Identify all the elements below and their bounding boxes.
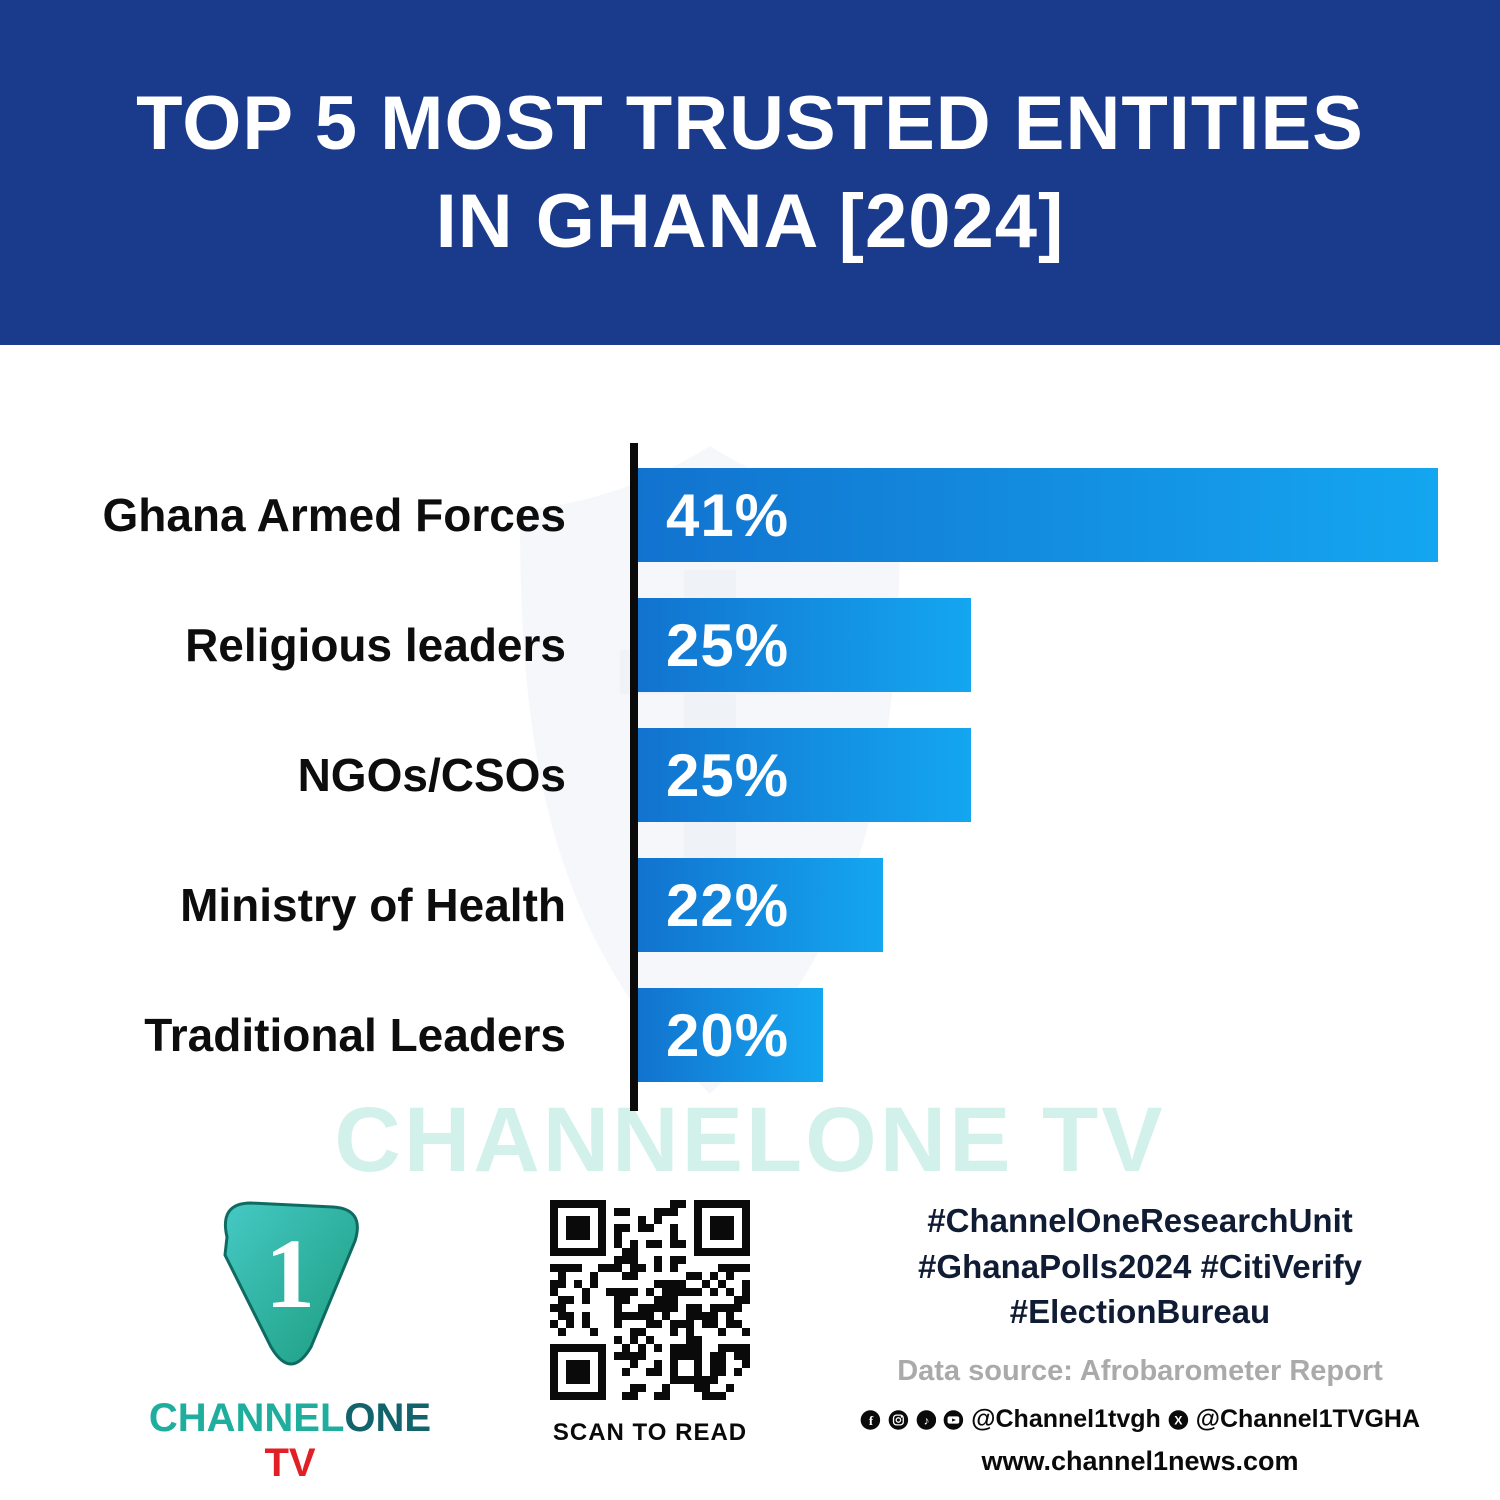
hashtag-line-1: #ChannelOneResearchUnit <box>927 1202 1353 1239</box>
x-twitter-icon: X <box>1168 1409 1188 1430</box>
channel-one-logo: 1 CHANNELONE TV <box>140 1185 440 1486</box>
title-banner: TOP 5 MOST TRUSTED ENTITIES IN GHANA [20… <box>0 0 1500 345</box>
social-handle-2: @Channel1TVGHA <box>1195 1405 1420 1434</box>
instagram-icon <box>888 1409 908 1430</box>
chart-row: Ministry of Health 22% <box>0 840 1500 970</box>
bar: 41% <box>638 468 1438 562</box>
qr-caption: SCAN TO READ <box>552 1419 748 1446</box>
svg-text:X: X <box>1174 1413 1183 1427</box>
bar-value-label: 41% <box>666 481 790 549</box>
chart-axis-line <box>630 443 638 1111</box>
category-label: Religious leaders <box>185 619 566 671</box>
bar: 25% <box>638 728 971 822</box>
bar-value-label: 25% <box>666 741 790 809</box>
qr-block: SCAN TO READ <box>540 1200 760 1447</box>
bar: 25% <box>638 598 971 692</box>
data-source-text: Data source: Afrobarometer Report <box>897 1354 1383 1387</box>
category-label: NGOs/CSOs <box>297 749 566 801</box>
footer-info-block: #ChannelOneResearchUnit #GhanaPolls2024 … <box>860 1198 1420 1477</box>
social-row: f ♪ @Channel1tvgh X @Channel <box>860 1404 1420 1436</box>
page-title-line1: TOP 5 MOST TRUSTED ENTITIES <box>136 81 1364 167</box>
brand-one-text: ONE <box>344 1396 432 1440</box>
tiktok-icon: ♪ <box>916 1409 936 1430</box>
chart-rows: Ghana Armed Forces 41% Religious leaders 25… <box>0 450 1500 1100</box>
category-label: Ghana Armed Forces <box>102 489 566 541</box>
page-title-line2: IN GHANA [2024] <box>435 178 1065 264</box>
bar: 22% <box>638 858 883 952</box>
youtube-icon <box>943 1409 964 1430</box>
bar: 20% <box>638 988 823 1082</box>
brand-tv-text: TV <box>264 1441 316 1485</box>
channel-one-watermark: CHANNELONE TV <box>334 1089 1166 1191</box>
chart-row: Traditional Leaders 20% <box>0 970 1500 1100</box>
social-handle-1: @Channel1tvgh <box>971 1405 1161 1434</box>
website-url: www.channel1news.com <box>981 1445 1299 1476</box>
logo-one-glyph: 1 <box>265 1218 315 1329</box>
brand-channel-text: CHANNEL <box>148 1396 345 1440</box>
bar-chart: Ghana Armed Forces 41% Religious leaders 25… <box>0 443 1500 1111</box>
bar-value-label: 22% <box>666 871 790 939</box>
hashtag-line-3: #ElectionBureau <box>1009 1293 1271 1331</box>
svg-text:♪: ♪ <box>923 1414 929 1427</box>
bar-value-label: 20% <box>666 1001 790 1069</box>
chart-row: NGOs/CSOs 25% <box>0 710 1500 840</box>
bar-value-label: 25% <box>666 611 790 679</box>
channel-one-logo-icon: 1 <box>223 1201 359 1366</box>
chart-row: Religious leaders 25% <box>0 580 1500 710</box>
svg-text:f: f <box>869 1413 874 1428</box>
category-label: Traditional Leaders <box>144 1009 566 1061</box>
facebook-icon: f <box>860 1409 881 1430</box>
qr-code <box>550 1200 750 1400</box>
category-label: Ministry of Health <box>180 879 566 931</box>
hashtag-line-2: #GhanaPolls2024 #CitiVerify <box>918 1247 1362 1285</box>
brand-wordmark: CHANNELONE TV <box>140 1396 440 1486</box>
chart-row: Ghana Armed Forces 41% <box>0 450 1500 580</box>
